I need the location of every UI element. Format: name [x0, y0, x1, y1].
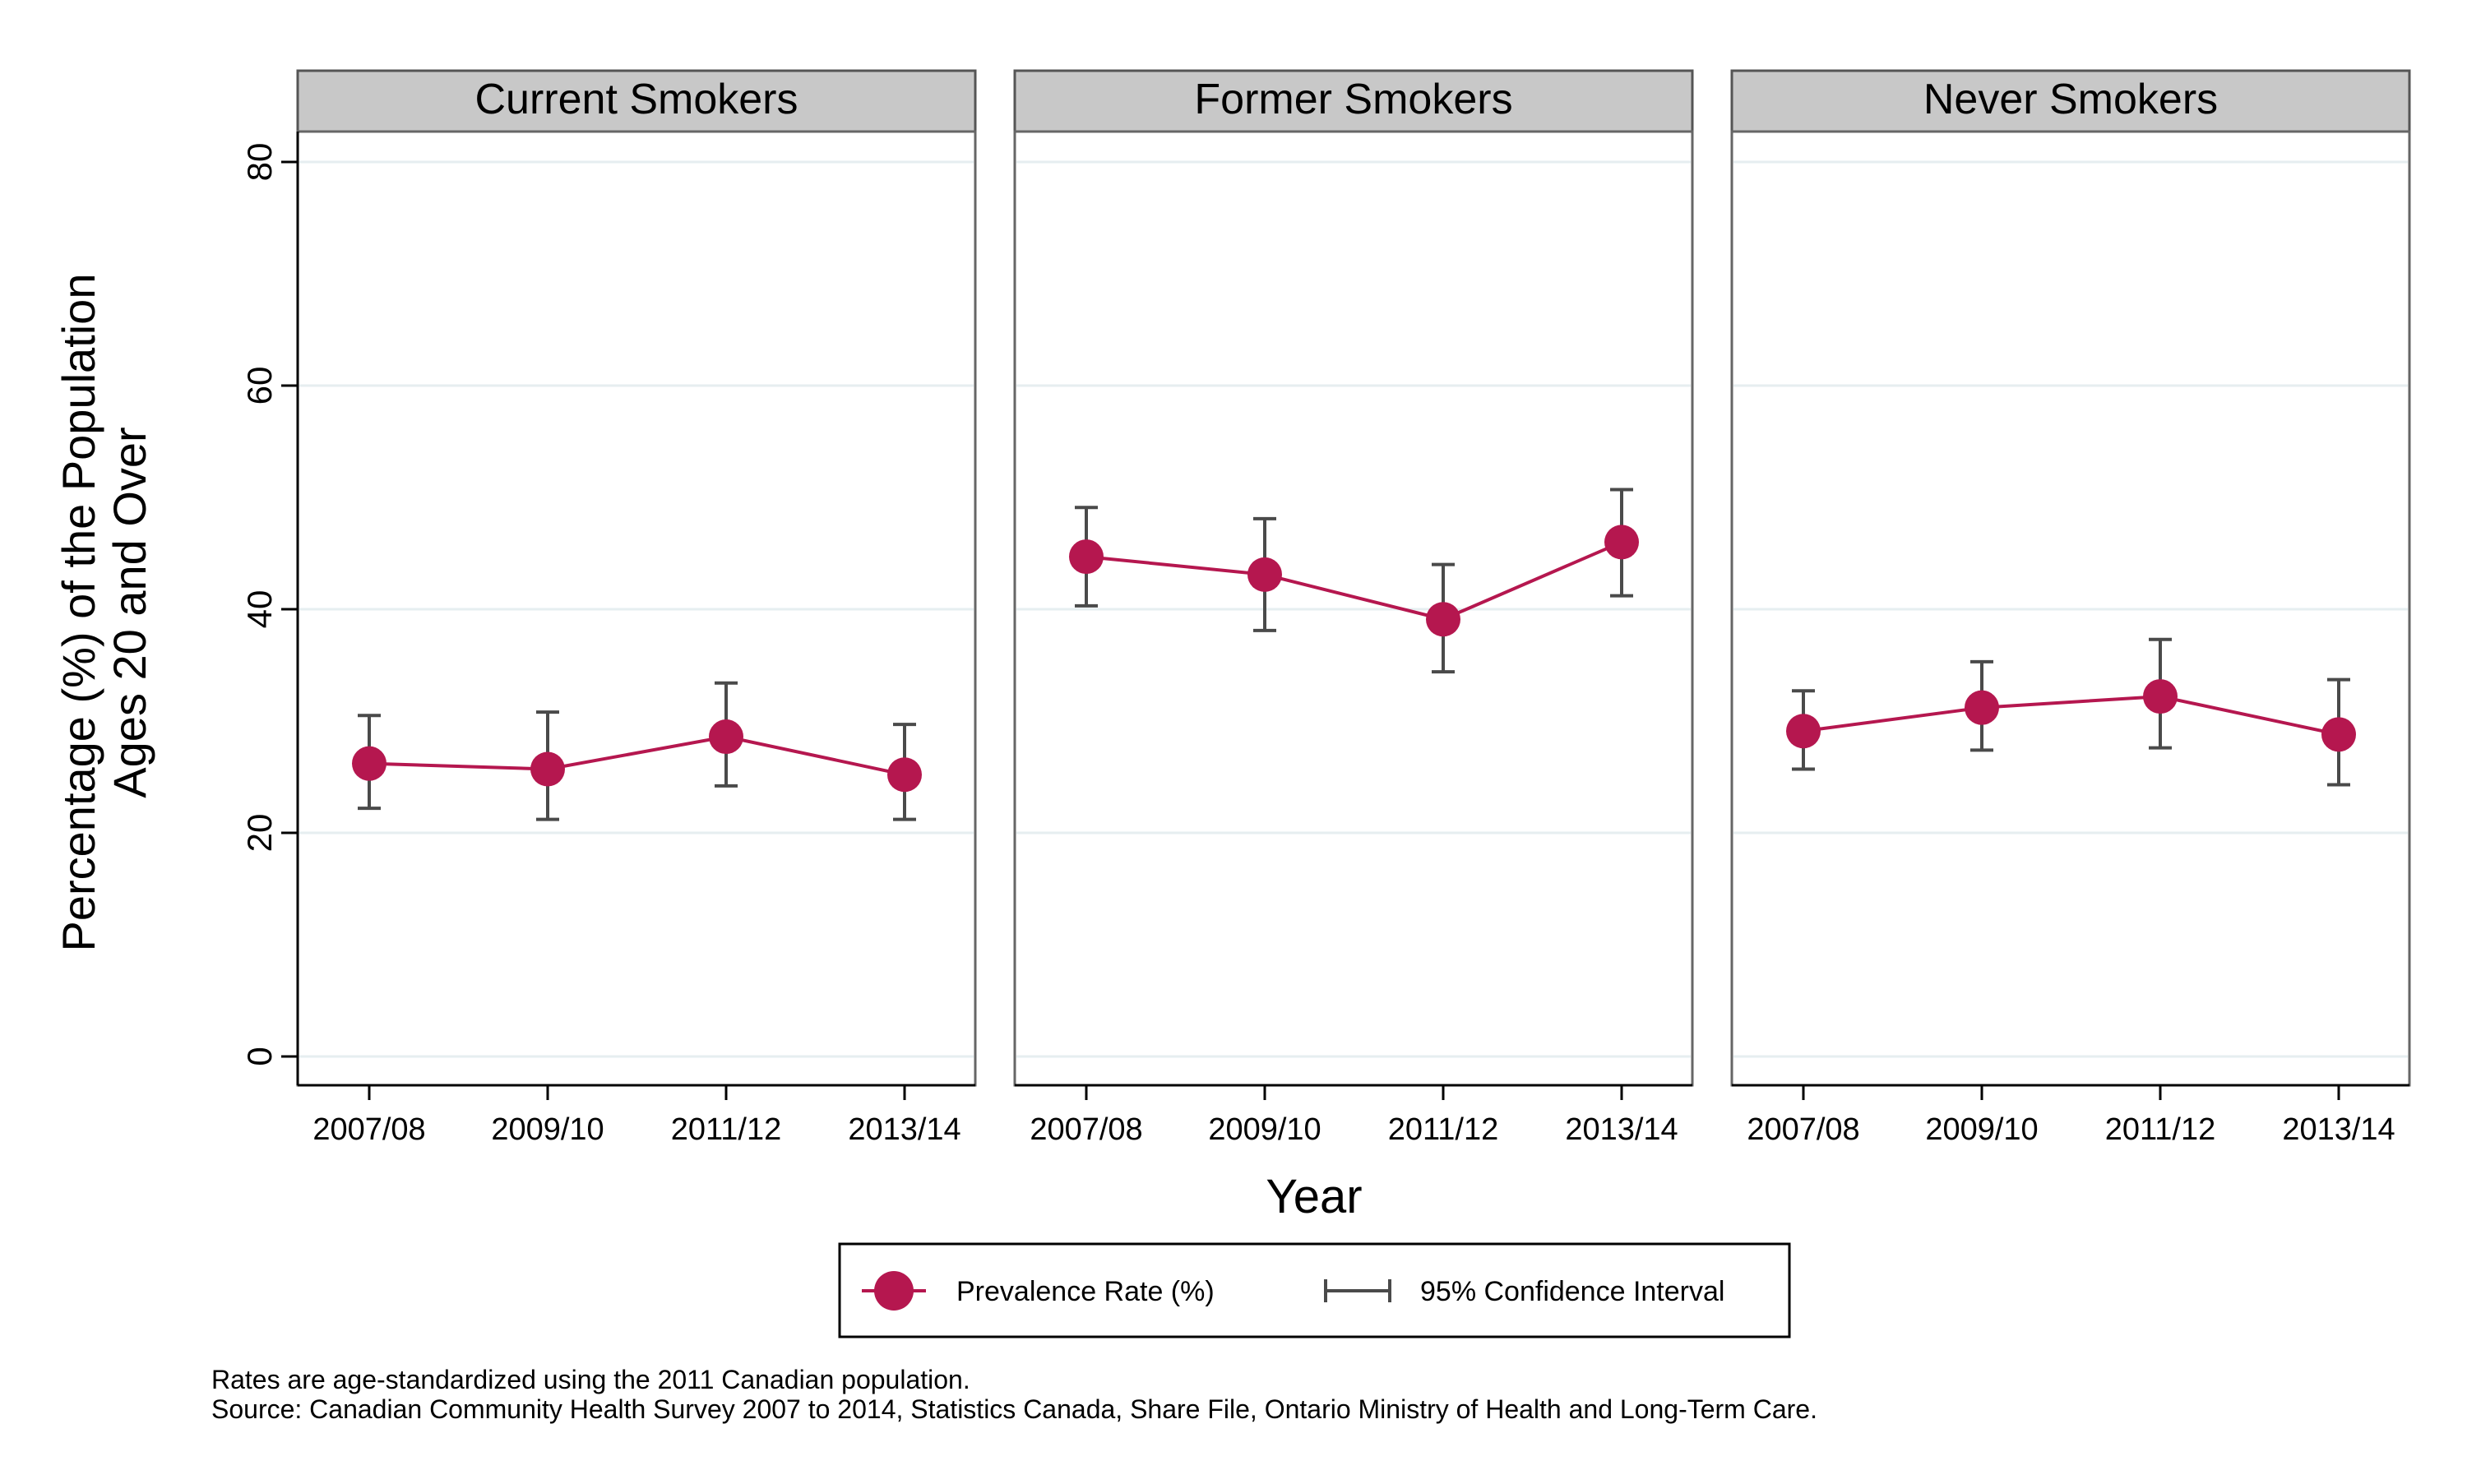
x-tick-label: 2011/12 [671, 1112, 782, 1147]
panel-title: Former Smokers [1194, 76, 1512, 123]
x-tick-label: 2013/14 [2282, 1112, 2395, 1147]
x-tick-label: 2007/08 [1030, 1112, 1142, 1147]
x-tick-label: 2011/12 [1388, 1112, 1499, 1147]
data-point [1426, 602, 1460, 637]
x-tick-label: 2007/08 [1747, 1112, 1859, 1147]
x-tick-label: 2009/10 [1208, 1112, 1321, 1147]
x-axis-title: Year [1266, 1170, 1362, 1223]
panel-title: Current Smokers [475, 76, 798, 123]
panel: Former Smokers 2007/08 2009/10 2011/12 2013/… [1013, 69, 1694, 1147]
data-point [352, 746, 386, 781]
note-line2: Source: Canadian Community Health Survey… [211, 1394, 1817, 1424]
x-tick-label: 2007/08 [312, 1112, 425, 1147]
note-line1: Rates are age-standardized using the 201… [211, 1365, 970, 1394]
panel: Current Smokers 2007/08 2009/10 2011/12 2013… [296, 69, 977, 1147]
data-point [1069, 539, 1104, 575]
series-line [368, 735, 905, 777]
data-point [1965, 690, 1999, 725]
data-point [530, 751, 565, 787]
data-point [1786, 714, 1821, 749]
legend-point-marker [874, 1271, 914, 1311]
y-tick-label: 20 [240, 814, 279, 853]
data-point [709, 719, 743, 755]
y-tick-label: 60 [240, 367, 279, 405]
legend-ci-label: 95% Confidence Interval [1420, 1276, 1724, 1307]
data-point [1247, 557, 1282, 592]
panel-title: Never Smokers [1923, 76, 2218, 123]
y-tick-label: 80 [240, 143, 279, 182]
x-tick-label: 2009/10 [491, 1112, 604, 1147]
y-axis-title-line1: Percentage (%) of the Population [53, 274, 104, 952]
y-tick-label: 0 [240, 1047, 279, 1066]
series-line [1803, 695, 2340, 737]
legend-box [838, 1242, 1791, 1338]
x-tick-label: 2013/14 [848, 1112, 960, 1147]
data-point [1604, 525, 1639, 560]
data-point [2143, 679, 2178, 714]
data-point [2321, 717, 2356, 752]
panel-strip [1730, 69, 2411, 133]
legend-point-label: Prevalence Rate (%) [956, 1276, 1215, 1307]
panel: Never Smokers 2007/08 2009/10 2011/12 2013/1… [1730, 69, 2411, 1147]
y-axis-title-line2: Ages 20 and Over [104, 427, 155, 797]
x-tick-label: 2009/10 [1925, 1112, 2038, 1147]
panel-strip [296, 69, 977, 133]
y-tick-label: 40 [240, 590, 279, 629]
panels: 0 20 40 60 80 Current Smokers 2007/08 2009/10 20… [240, 69, 2411, 1147]
series-line [1085, 540, 1622, 622]
x-tick-label: 2011/12 [2105, 1112, 2216, 1147]
x-tick-label: 2013/14 [1565, 1112, 1678, 1147]
data-point [887, 757, 922, 793]
legend: Prevalence Rate (%) 95% Confidence Inter… [838, 1242, 1791, 1338]
